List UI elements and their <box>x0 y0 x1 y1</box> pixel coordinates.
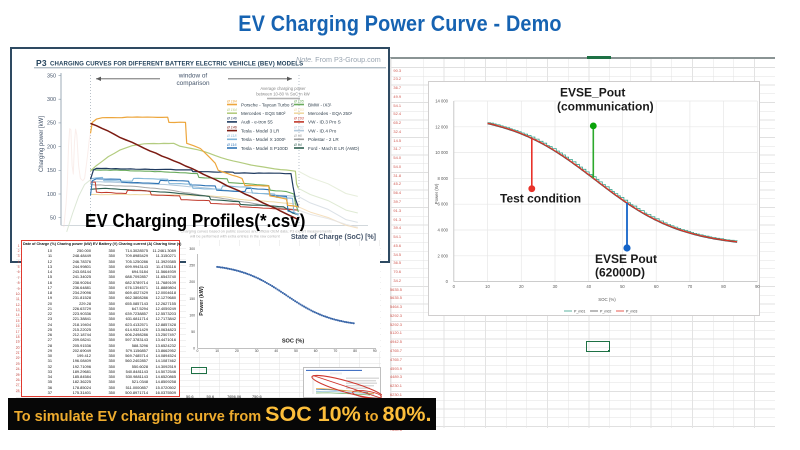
svg-text:State of Charge (SoC) [%]: State of Charge (SoC) [%] <box>290 234 375 241</box>
svg-text:90: 90 <box>755 284 760 289</box>
svg-text:(communication): (communication) <box>557 100 654 114</box>
svg-text:Audi - e-tron 55: Audi - e-tron 55 <box>241 119 273 124</box>
svg-text:Ø 116: Ø 116 <box>226 142 237 146</box>
svg-text:4 000: 4 000 <box>438 228 449 233</box>
svg-text:P_m03: P_m03 <box>626 309 637 313</box>
svg-text:2 000: 2 000 <box>438 253 449 258</box>
svg-text:Ø 94: Ø 94 <box>293 142 302 146</box>
svg-text:12 000: 12 000 <box>435 124 448 129</box>
svg-text:BMW - iX3¹: BMW - iX3¹ <box>308 102 332 107</box>
svg-text:20: 20 <box>519 284 524 289</box>
svg-text:20: 20 <box>235 349 239 352</box>
svg-text:0: 0 <box>197 349 199 352</box>
svg-text:window of: window of <box>177 72 207 79</box>
svg-text:SOC (%): SOC (%) <box>282 339 305 345</box>
svg-text:6 000: 6 000 <box>438 202 449 207</box>
svg-text:30: 30 <box>553 284 558 289</box>
svg-text:8 000: 8 000 <box>438 176 449 181</box>
svg-text:EVSE Pout: EVSE Pout <box>595 252 657 266</box>
svg-text:Ø 164: Ø 164 <box>226 108 237 112</box>
svg-text:200: 200 <box>47 144 56 150</box>
svg-text:Mercedes - EQS 580²: Mercedes - EQS 580² <box>241 111 286 116</box>
svg-text:60: 60 <box>654 284 659 289</box>
svg-text:10 000: 10 000 <box>435 150 448 155</box>
svg-text:50: 50 <box>50 215 56 221</box>
svg-text:60: 60 <box>314 349 318 352</box>
svg-text:0: 0 <box>446 279 449 284</box>
svg-text:VW - ID.3 Pro S: VW - ID.3 Pro S <box>308 119 341 124</box>
svg-text:EVSE_Pout: EVSE_Pout <box>560 86 625 100</box>
svg-text:VW - ID.4 Pro: VW - ID.4 Pro <box>308 128 337 133</box>
svg-text:150: 150 <box>189 297 195 301</box>
svg-text:40: 40 <box>586 284 591 289</box>
svg-text:350: 350 <box>47 73 56 79</box>
svg-text:300: 300 <box>47 97 56 103</box>
svg-text:100: 100 <box>47 191 56 197</box>
svg-text:Ø 146: Ø 146 <box>226 125 237 129</box>
svg-text:0: 0 <box>453 284 456 289</box>
svg-text:70: 70 <box>688 284 693 289</box>
svg-text:Mercedes - EQA 250¹: Mercedes - EQA 250¹ <box>308 111 353 116</box>
svg-text:Ø 184: Ø 184 <box>226 99 237 103</box>
svg-text:80: 80 <box>721 284 726 289</box>
svg-text:200: 200 <box>189 280 195 284</box>
svg-text:40: 40 <box>274 349 278 352</box>
svg-text:Tesla - Model S P100D: Tesla - Model S P100D <box>241 145 289 150</box>
svg-text:P_m01: P_m01 <box>574 309 585 313</box>
svg-text:SOC (%): SOC (%) <box>598 297 616 302</box>
svg-text:Porsche - Taycan Turbo S: Porsche - Taycan Turbo S <box>241 102 294 107</box>
svg-text:Tesla - Model 3 LR: Tesla - Model 3 LR <box>241 128 280 133</box>
svg-text:Ø 118: Ø 118 <box>226 134 237 138</box>
svg-text:* Charging curves based on pub: * Charging curves based on public source… <box>178 229 332 233</box>
svg-text:70: 70 <box>334 349 338 352</box>
svg-text:Ø 103: Ø 103 <box>293 108 304 112</box>
svg-text:between 10-80 % SoC in kW: between 10-80 % SoC in kW <box>256 91 310 96</box>
svg-text:150: 150 <box>47 168 56 174</box>
svg-text:Ø 103: Ø 103 <box>293 116 304 120</box>
svg-text:30: 30 <box>255 349 259 352</box>
svg-text:P_m02: P_m02 <box>600 309 611 313</box>
svg-text:Note. From P3-Group.com: Note. From P3-Group.com <box>296 55 381 64</box>
svg-text:Power (W): Power (W) <box>434 183 439 204</box>
svg-text:Ford - Mach E LR (AWD): Ford - Mach E LR (AWD) <box>308 145 360 150</box>
svg-text:250: 250 <box>189 264 195 268</box>
svg-text:(62000D): (62000D) <box>595 266 645 280</box>
svg-text:300: 300 <box>189 247 195 251</box>
svg-text:90: 90 <box>373 349 377 352</box>
svg-text:Power (kW): Power (kW) <box>199 286 205 316</box>
svg-text:0: 0 <box>193 347 195 351</box>
svg-text:comparison: comparison <box>176 80 209 87</box>
svg-text:will be performed with extra e: will be performed with extra entries in … <box>190 234 281 238</box>
svg-text:Ø 146: Ø 146 <box>226 116 237 120</box>
svg-text:Ø 98: Ø 98 <box>293 134 302 138</box>
svg-text:14 000: 14 000 <box>435 99 448 104</box>
svg-text:Tesla - Model X 1000¹: Tesla - Model X 1000¹ <box>241 137 286 142</box>
svg-text:10: 10 <box>215 349 219 352</box>
svg-text:CHARGING CURVES FOR DIFFERENT: CHARGING CURVES FOR DIFFERENT BATTERY EL… <box>50 60 303 67</box>
svg-text:P3: P3 <box>36 58 47 68</box>
svg-text:50: 50 <box>294 349 298 352</box>
svg-text:Ø 105: Ø 105 <box>293 99 304 103</box>
svg-text:50: 50 <box>620 284 625 289</box>
svg-text:Polestar - 2 LR: Polestar - 2 LR <box>308 137 339 142</box>
svg-text:100: 100 <box>189 313 195 317</box>
svg-text:10: 10 <box>485 284 490 289</box>
svg-text:Charging power [kW]: Charging power [kW] <box>39 115 45 171</box>
svg-text:250: 250 <box>47 120 56 126</box>
svg-text:50: 50 <box>191 330 195 334</box>
svg-text:Average charging power: Average charging power <box>260 86 306 91</box>
svg-text:80: 80 <box>353 349 357 352</box>
svg-text:Test condition: Test condition <box>500 192 581 206</box>
svg-text:Ø 102: Ø 102 <box>293 125 304 129</box>
